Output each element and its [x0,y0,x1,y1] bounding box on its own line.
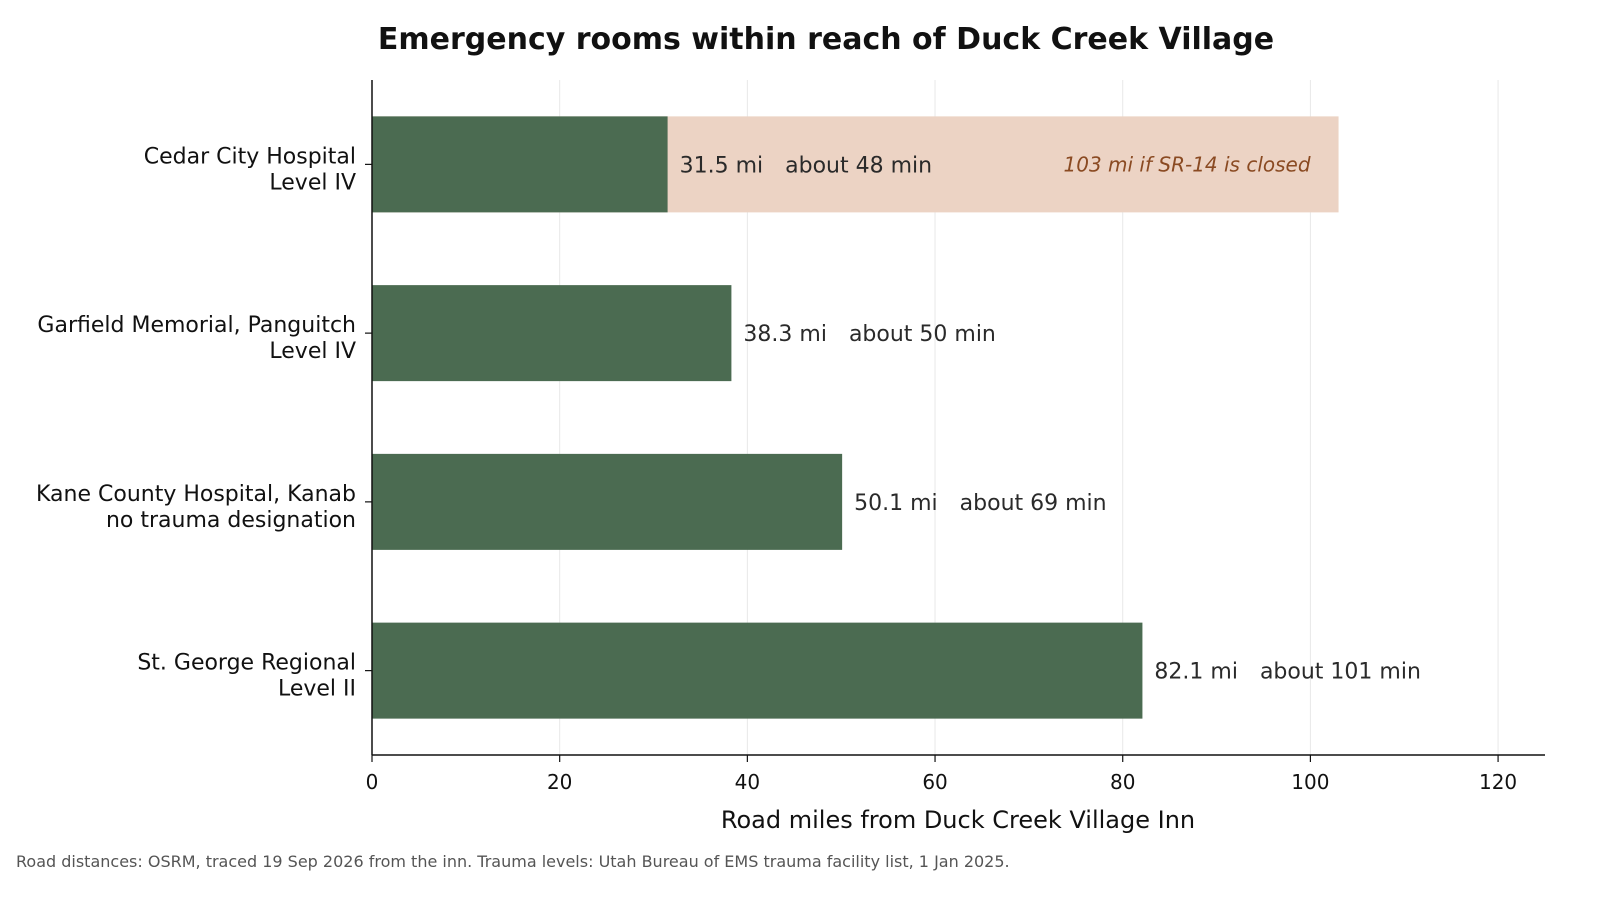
category-sublabel: no trauma designation [106,508,356,533]
category-label: St. George Regional [137,651,356,676]
x-tick-label: 40 [735,770,760,794]
category-label: Garfield Memorial, Panguitch [37,313,356,338]
category-sublabel: Level IV [269,170,356,195]
bar [372,453,843,550]
category-sublabel: Level IV [269,339,356,364]
alternate-route-label: 103 mi if SR-14 is closed [1064,152,1311,176]
bar-time-label: about 50 min [849,322,996,347]
category-label: Kane County Hospital, Kanab [36,482,356,507]
bar-value-label: 31.5 mi [680,153,764,178]
x-tick-label: 80 [1110,770,1135,794]
bar-value-label: 82.1 mi [1154,660,1238,685]
x-tick-label: 0 [366,770,379,794]
bar-value-label: 38.3 mi [743,322,827,347]
bar [372,285,732,382]
bar [372,116,668,213]
x-tick-label: 120 [1479,770,1517,794]
source-footnote: Road distances: OSRM, traced 19 Sep 2026… [16,852,1010,871]
bar-time-label: about 69 min [960,491,1107,516]
bar-value-label: 50.1 mi [854,491,938,516]
category-sublabel: Level II [278,677,356,702]
bar-time-label: about 48 min [785,153,932,178]
x-tick-label: 100 [1291,770,1329,794]
bars [372,116,1143,719]
axes [365,80,1545,762]
bar-time-label: about 101 min [1260,660,1421,685]
chart-title: Emergency rooms within reach of Duck Cre… [378,22,1274,57]
bar [372,622,1143,719]
category-label: Cedar City Hospital [144,144,356,169]
x-tick-label: 60 [922,770,947,794]
x-axis-label: Road miles from Duck Creek Village Inn [721,806,1195,834]
x-tick-label: 20 [547,770,572,794]
labels: 103 mi if SR-14 is closed 31.5 mi about 48… [36,144,1517,794]
